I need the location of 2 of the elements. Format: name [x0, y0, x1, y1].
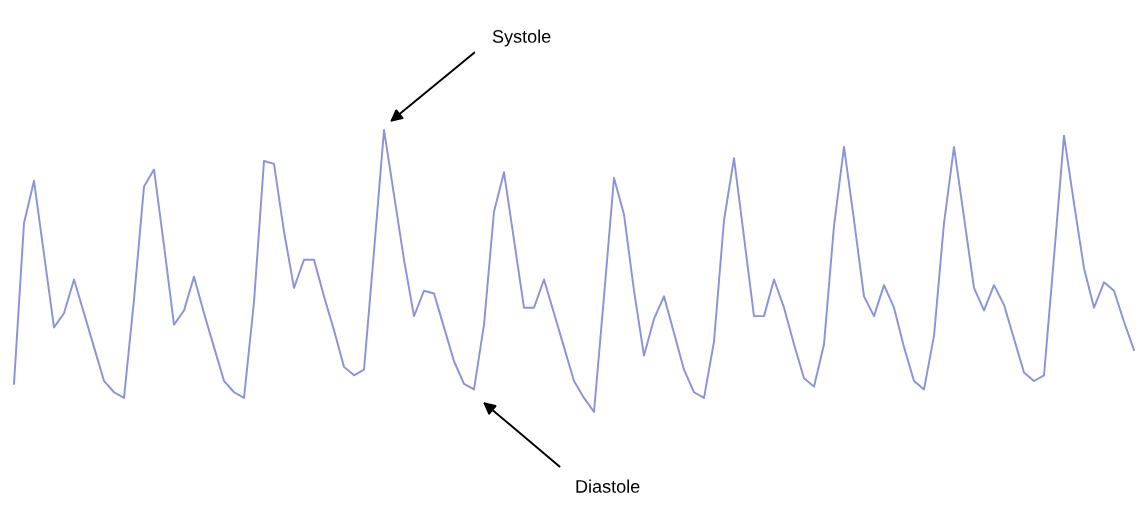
- text: Systole: [492, 29, 551, 47]
- text: Diastole: [576, 479, 640, 493]
